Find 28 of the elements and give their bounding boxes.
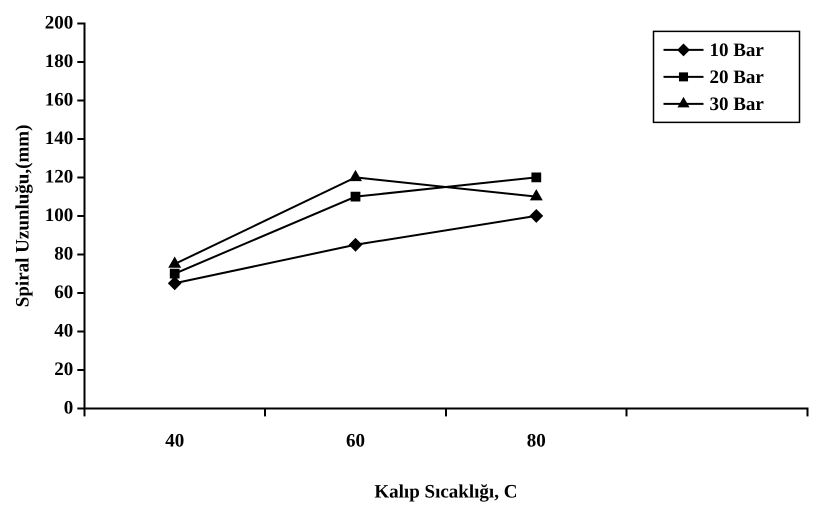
y-tick-label: 40 <box>54 320 74 342</box>
point <box>350 170 362 182</box>
x-tick-label: 40 <box>165 430 184 452</box>
point <box>168 276 182 290</box>
y-tick-label: 80 <box>54 243 74 264</box>
legend-label: 20 Bar <box>710 66 764 88</box>
y-tick-label: 20 <box>54 358 74 380</box>
point <box>170 268 180 279</box>
point <box>168 258 180 268</box>
point <box>531 172 542 182</box>
point <box>350 192 360 202</box>
y-tick-label: 0 <box>64 397 74 418</box>
y-tick-label: 100 <box>44 204 74 226</box>
y-tick-label: 140 <box>44 128 74 149</box>
x-tick-label: 80 <box>526 430 546 452</box>
x-tick-label: 60 <box>346 430 365 452</box>
point <box>530 190 542 200</box>
legend-label: 30 Bar <box>710 94 764 115</box>
y-tick-label: 160 <box>44 89 74 110</box>
point <box>349 238 362 252</box>
legend-label: 10 Bar <box>710 40 764 61</box>
y-tick-label: 180 <box>44 50 74 72</box>
y-tick-label: 200 <box>44 12 74 34</box>
x-axis-title: Kalıp Sıcaklığı, C <box>374 482 518 503</box>
y-tick-label: 120 <box>44 166 74 188</box>
y-tick-label: 60 <box>54 282 74 303</box>
point <box>530 209 543 222</box>
y-axis-title: Spiral Uzunluğu,(mm) <box>12 124 34 308</box>
